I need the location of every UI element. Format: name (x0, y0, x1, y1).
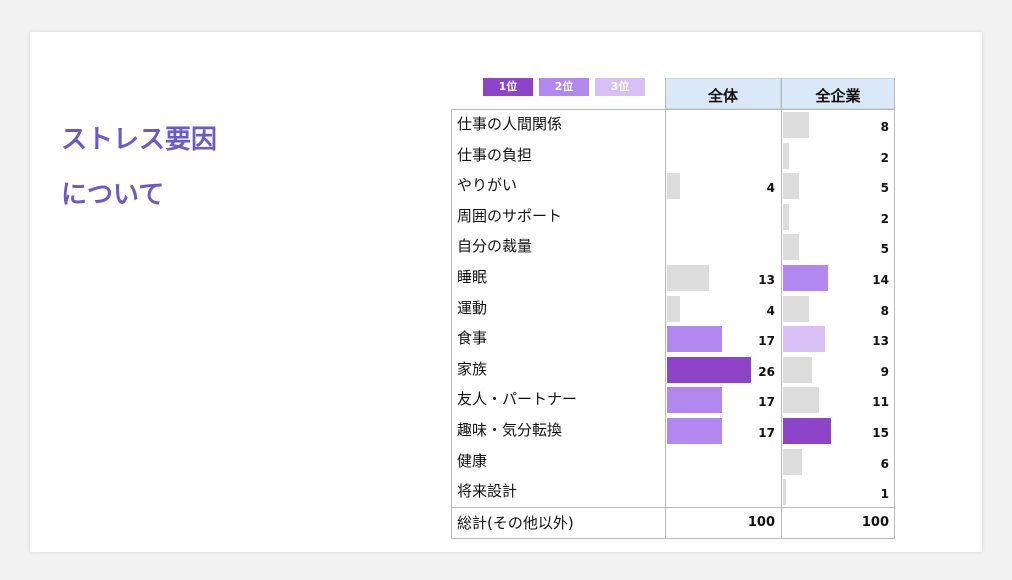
row-label: 仕事の負担 (457, 145, 533, 164)
bar-all-companies (783, 418, 832, 444)
row-label: 趣味・気分転換 (457, 421, 563, 439)
value-label-total: 26 (758, 364, 775, 379)
row-label: 周囲のサポート (457, 206, 563, 225)
value-label-all-companies: 15 (872, 426, 889, 440)
row-label: やりがい (457, 176, 518, 195)
bar-all-companies (783, 295, 809, 322)
value-label-all-companies: 14 (872, 273, 889, 287)
bar-total (667, 356, 751, 383)
value-label-total: 17 (758, 395, 775, 410)
value-label-total: 17 (758, 334, 775, 349)
value-label-all-companies: 13 (872, 334, 889, 349)
row-label: 家族 (457, 359, 488, 378)
row-label: 食事 (457, 329, 488, 348)
total-value-total: 100 (747, 514, 775, 530)
value-label-total: 4 (766, 303, 775, 318)
bar-total (667, 265, 709, 291)
column-header-total: 全体 (665, 78, 781, 109)
table-bottom-border (451, 537, 895, 539)
bar-all-companies (783, 356, 813, 383)
row-label: 健康 (457, 451, 488, 470)
ranking-table: 全体 全企業 仕事の人間関係 8 仕事の負担 2 やりがい 4 5 周囲のサポート 2 自分の裁量… (451, 78, 895, 540)
bar-all-companies (783, 203, 790, 230)
table-column-divider (451, 109, 452, 538)
bar-all-companies (783, 234, 800, 261)
bar-total (667, 418, 722, 444)
row-label: 自分の裁量 (457, 237, 533, 256)
row-label: 将来設計 (457, 482, 518, 501)
bar-total (667, 173, 680, 200)
value-label-all-companies: 2 (880, 150, 889, 165)
bar-total (667, 295, 680, 322)
heading-line-1: ストレス要因 (61, 125, 218, 155)
slide-canvas: ストレス要因 について 1位 2位 3位 全体 全企業 仕事の人間関係 8 仕事の負… (30, 32, 982, 552)
value-label-all-companies: 11 (872, 395, 889, 410)
row-label: 仕事の人間関係 (457, 115, 563, 133)
bar-total (667, 326, 722, 353)
value-label-all-companies: 5 (880, 242, 889, 257)
total-row-label: 総計(その他以外) (457, 513, 574, 532)
table-column-divider (894, 78, 895, 538)
value-label-total: 4 (766, 181, 775, 196)
row-label: 運動 (457, 298, 488, 317)
value-label-total: 17 (758, 426, 775, 440)
legend-rank-3: 3位 (595, 78, 645, 96)
table-row-divider (451, 506, 895, 508)
value-label-total: 13 (758, 273, 775, 287)
table-row-divider (451, 109, 895, 110)
bar-all-companies (783, 142, 790, 169)
bar-all-companies (783, 479, 787, 506)
value-label-all-companies: 2 (880, 211, 889, 226)
bar-all-companies (783, 387, 819, 414)
bar-all-companies (783, 173, 800, 200)
column-header-all-companies: 全企業 (781, 78, 895, 109)
value-label-all-companies: 5 (880, 181, 889, 196)
slide-heading: ストレス要因 について (61, 113, 217, 223)
value-label-all-companies: 6 (880, 456, 889, 471)
legend-rank-2: 2位 (539, 78, 589, 96)
table-column-divider (665, 78, 666, 538)
heading-line-2: について (61, 180, 165, 210)
value-label-all-companies: 9 (880, 364, 889, 379)
value-label-all-companies: 8 (880, 303, 889, 318)
value-label-all-companies: 8 (880, 120, 889, 134)
bar-all-companies (783, 112, 809, 138)
bar-all-companies (783, 448, 803, 475)
table-column-divider (781, 78, 782, 538)
legend-rank-1: 1位 (483, 78, 533, 96)
bar-total (667, 387, 722, 414)
row-label: 睡眠 (457, 268, 488, 286)
row-label: 友人・パートナー (457, 390, 578, 409)
total-value-all-companies: 100 (861, 514, 889, 530)
value-label-all-companies: 1 (880, 487, 889, 502)
bar-all-companies (783, 265, 829, 291)
bar-all-companies (783, 326, 825, 353)
rank-legend: 1位 2位 3位 (483, 78, 645, 96)
